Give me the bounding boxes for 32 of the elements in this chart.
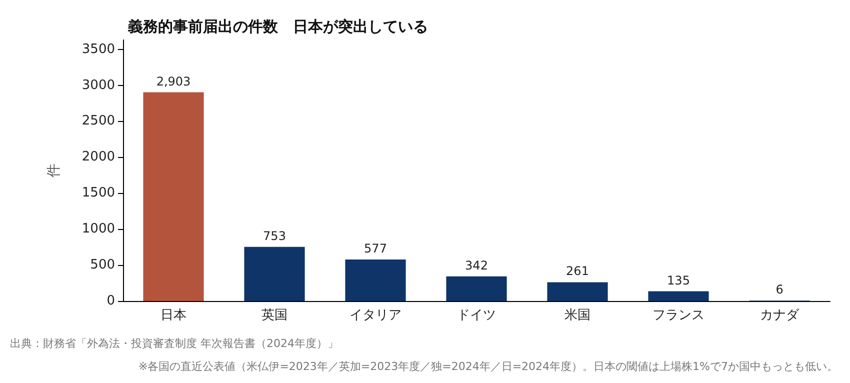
data-label: 135 (667, 273, 690, 288)
y-tick-label: 2500 (82, 114, 115, 129)
data-label: 577 (364, 242, 387, 256)
bar (648, 291, 709, 301)
x-tick-label: イタリア (350, 308, 402, 323)
chart-title: 義務的事前届出の件数 日本が突出している (127, 18, 428, 36)
bar (143, 92, 204, 301)
x-tick-label: 日本 (160, 308, 186, 323)
x-tick-label: カナダ (760, 308, 800, 323)
x-tick-label: 米国 (564, 308, 590, 323)
source-note: 出典：財務省「外為法・投資審査制度 年次報告書（2024年度）」 (10, 337, 338, 350)
y-tick-label: 3000 (82, 78, 115, 93)
y-tick-label: 0 (106, 294, 115, 308)
x-tick-label: フランス (652, 308, 704, 323)
text: ※各国の直近公表値（米仏伊=2023年／英加=2023年度／独=2024年／日=2024年度）。日本の閾値は上場株1%で7か国中もっとも低い。 (138, 360, 838, 373)
y-tick-label: 3500 (82, 42, 115, 57)
x-tick-label: ドイツ (457, 308, 496, 323)
y-axis-title: 件 (46, 164, 62, 178)
data-label: 261 (566, 264, 589, 278)
y-tick-label: 1500 (82, 186, 115, 201)
x-tick-label: 英国 (262, 308, 288, 323)
data-label: 2,903 (156, 74, 191, 88)
data-label: 753 (263, 228, 286, 243)
bar (446, 276, 507, 301)
data-label: 342 (465, 258, 488, 272)
data-label: 6 (776, 282, 784, 297)
bar (244, 246, 305, 301)
y-tick-label: 1000 (82, 222, 115, 237)
y-tick-label: 500 (90, 258, 115, 273)
bar (547, 282, 608, 301)
bar (345, 260, 406, 301)
y-tick-label: 2000 (82, 150, 115, 165)
